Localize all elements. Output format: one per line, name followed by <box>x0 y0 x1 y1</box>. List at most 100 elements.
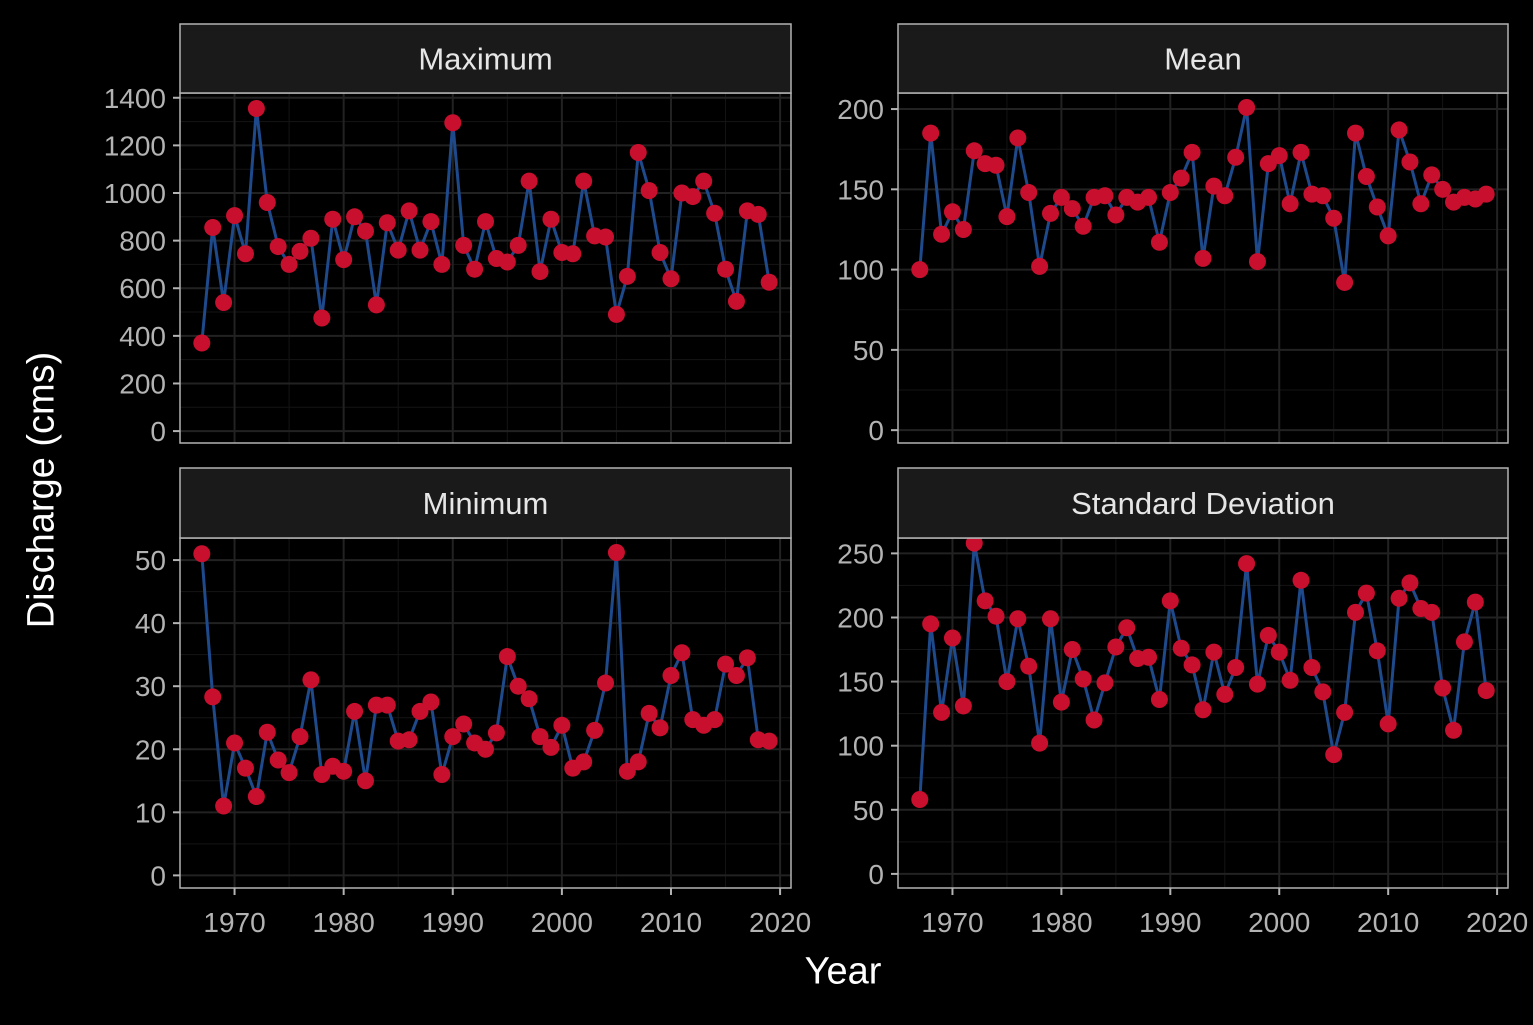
data-point <box>498 648 516 666</box>
data-point <box>1368 198 1386 216</box>
facet-strip <box>179 467 792 539</box>
data-point <box>226 734 244 752</box>
data-point <box>1052 693 1070 711</box>
facet-panel: 0 50 100 150 200 250 1970 1980 1990 2000 2010 2020 S… <box>837 467 1528 938</box>
data-point <box>1227 658 1245 676</box>
data-point <box>1259 626 1277 644</box>
facet-strip <box>897 23 1509 94</box>
data-point <box>998 673 1016 691</box>
data-point <box>400 731 418 749</box>
data-point <box>575 172 593 190</box>
data-point <box>1194 701 1212 719</box>
data-point <box>389 241 407 259</box>
data-point <box>1150 691 1168 709</box>
y-tick-label: 600 <box>119 273 166 304</box>
data-point <box>1455 633 1473 651</box>
data-point <box>1347 124 1364 142</box>
data-point <box>269 238 287 256</box>
data-point <box>1281 671 1299 689</box>
x-tick-label: 2000 <box>531 907 593 938</box>
data-point <box>1183 656 1201 674</box>
data-point <box>965 534 983 552</box>
data-point <box>1238 98 1256 116</box>
y-tick-label: 200 <box>837 602 884 633</box>
data-point <box>466 260 484 278</box>
data-point <box>640 182 658 200</box>
data-point <box>1096 187 1114 205</box>
y-tick-label: 30 <box>135 671 166 702</box>
data-point <box>1314 683 1332 701</box>
data-point <box>1303 658 1321 676</box>
data-point <box>1477 682 1495 700</box>
data-point <box>356 222 374 240</box>
data-point <box>204 219 222 237</box>
data-point <box>684 188 702 206</box>
data-point <box>1172 639 1190 657</box>
data-point <box>1031 257 1049 275</box>
data-point <box>302 671 320 689</box>
data-point <box>346 702 364 720</box>
data-point <box>356 772 374 790</box>
data-point <box>193 545 211 563</box>
data-point <box>477 740 494 758</box>
data-point <box>1205 177 1223 195</box>
y-tick-label: 0 <box>868 415 884 446</box>
data-point <box>911 791 929 809</box>
data-point <box>1434 679 1452 697</box>
data-point <box>247 788 265 806</box>
x-tick-label: 2000 <box>1248 907 1310 938</box>
data-point <box>998 208 1016 226</box>
facet-strip <box>179 23 792 94</box>
y-tick-label: 1000 <box>104 178 166 209</box>
data-point <box>1009 129 1027 147</box>
data-point <box>280 255 298 273</box>
facet-title: Minimum <box>423 486 549 521</box>
data-point <box>313 309 331 327</box>
data-point <box>1238 555 1256 573</box>
data-point <box>1150 233 1168 251</box>
data-point <box>965 142 983 160</box>
data-point <box>1107 638 1125 656</box>
facet-strip <box>897 467 1509 539</box>
y-tick-label: 10 <box>135 797 166 828</box>
y-tick-label: 800 <box>119 226 166 257</box>
data-point <box>324 210 342 228</box>
data-point <box>933 225 951 243</box>
data-point <box>760 732 778 750</box>
data-point <box>1085 711 1103 729</box>
facet-title: Mean <box>1164 42 1242 77</box>
data-point <box>1270 643 1288 661</box>
x-tick-label: 1970 <box>921 907 983 938</box>
data-point <box>1270 147 1288 165</box>
data-point <box>422 693 440 711</box>
data-point <box>509 677 527 695</box>
data-point <box>236 245 254 263</box>
data-point <box>1020 657 1038 675</box>
data-point <box>1336 273 1354 291</box>
data-point <box>258 194 276 212</box>
data-point <box>498 253 516 271</box>
data-point <box>302 229 320 247</box>
data-point <box>564 245 582 263</box>
data-point <box>1445 721 1463 739</box>
data-point <box>1063 200 1081 218</box>
data-point <box>1074 217 1092 235</box>
x-tick-label: 1970 <box>203 907 265 938</box>
data-point <box>509 236 527 254</box>
x-tick-label: 1990 <box>422 907 484 938</box>
data-point <box>378 696 396 714</box>
y-axis-label: Discharge (cms) <box>20 351 63 629</box>
data-point <box>291 728 309 746</box>
data-point <box>673 644 691 662</box>
data-point <box>586 721 604 739</box>
data-point <box>1292 571 1310 589</box>
x-axis-label: Year <box>804 950 882 993</box>
data-point <box>943 629 961 647</box>
data-point <box>1368 642 1386 660</box>
data-point <box>1216 685 1234 703</box>
data-point <box>651 244 669 262</box>
data-point <box>954 220 972 238</box>
data-point <box>911 261 929 279</box>
data-point <box>629 144 647 162</box>
data-point <box>335 251 353 269</box>
